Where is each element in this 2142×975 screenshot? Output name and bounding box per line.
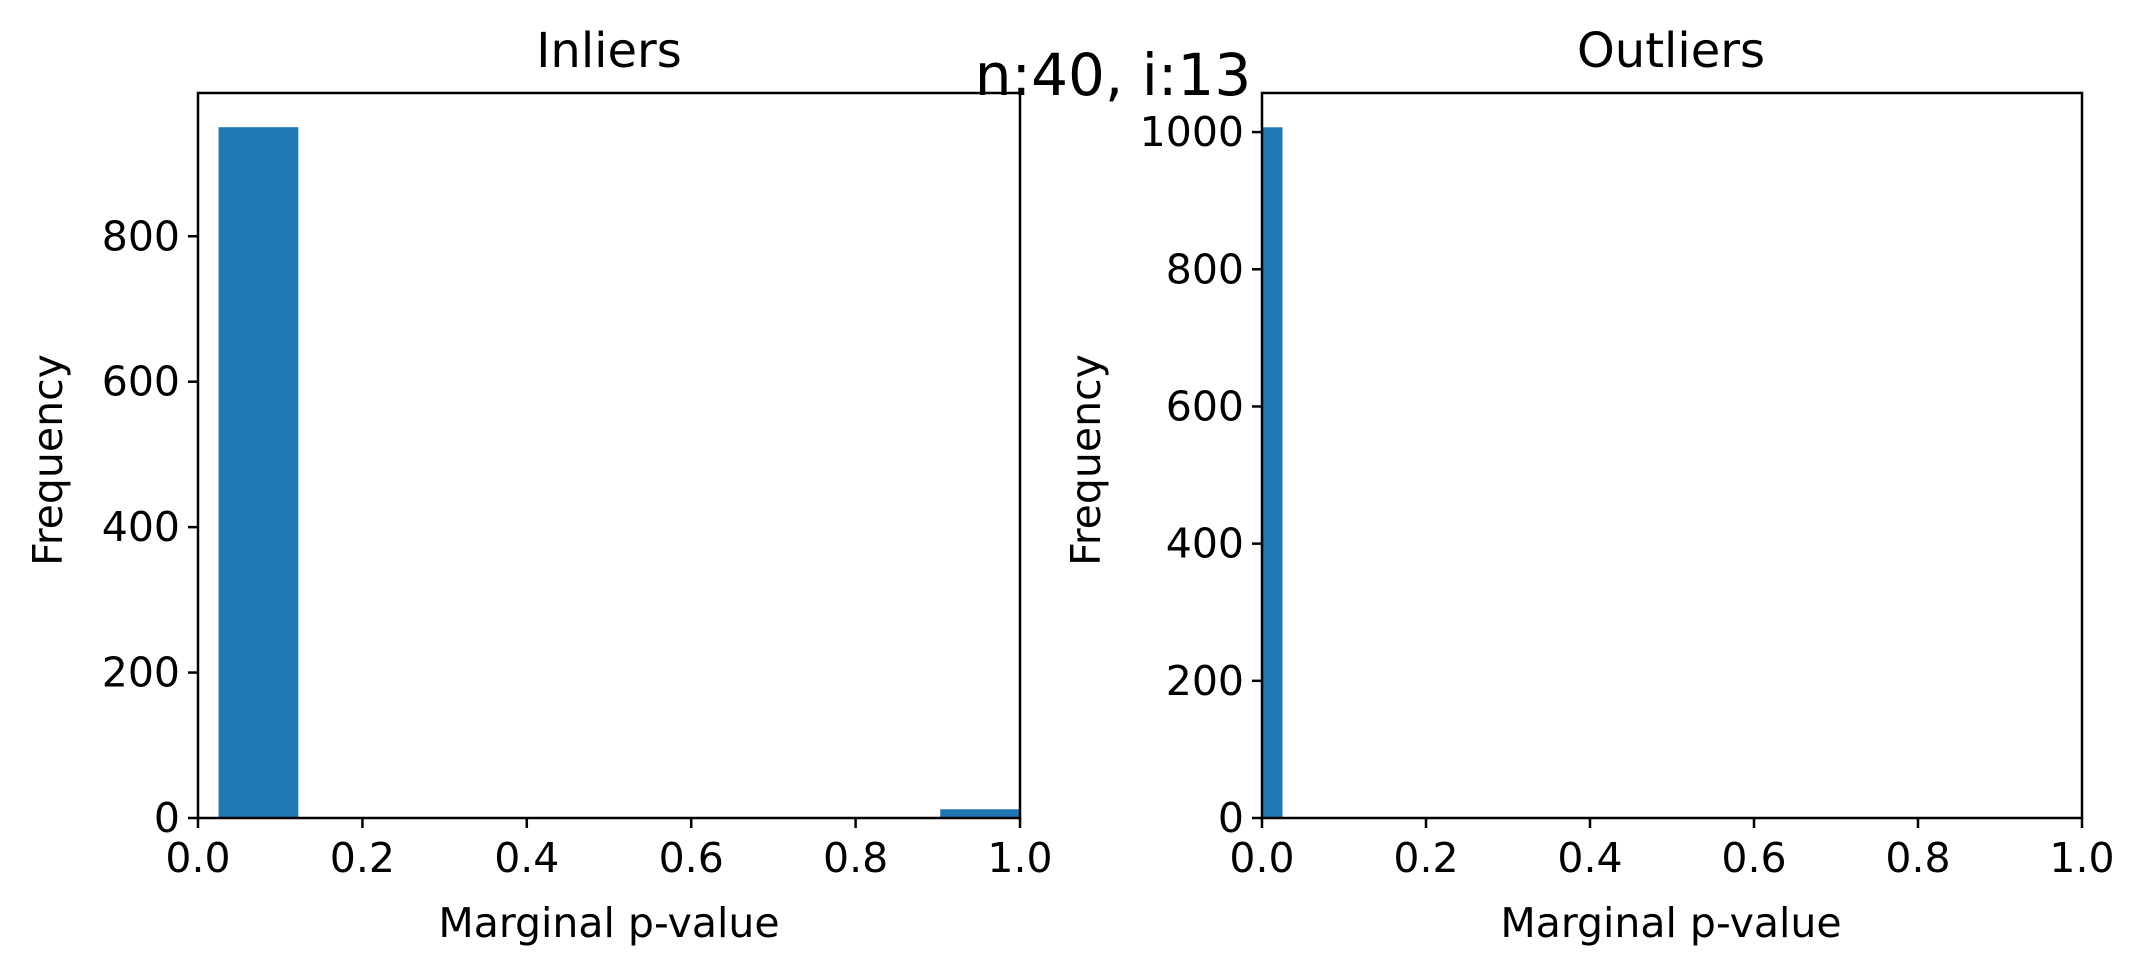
- outliers-bar-0: [1262, 127, 1283, 819]
- outliers-x-tick-label-0: 0.0: [1229, 834, 1294, 882]
- outliers-y-axis-label: Frequency: [1062, 354, 1110, 566]
- outliers-x-tick-label-5: 1.0: [2049, 834, 2114, 882]
- outliers-title: Outliers: [1577, 23, 1765, 79]
- inliers-x-tick-label-1: 0.2: [330, 834, 395, 882]
- outliers-y-tick-label-3: 600: [1166, 382, 1244, 430]
- inliers-x-tick-label-0: 0.0: [165, 834, 230, 882]
- outliers-y-tick-label-0: 0: [1218, 794, 1244, 842]
- inliers-plot-frame: [196, 91, 1022, 820]
- outliers-panel: Outliers 0.0 0.2 0.4 0.6 0.8 1.0 0 200 400 600 80…: [1062, 23, 2115, 947]
- inliers-bar-1: [940, 809, 1020, 818]
- inliers-y-tick-label-2: 400: [102, 503, 180, 551]
- outliers-x-axis-label: Marginal p-value: [1500, 899, 1841, 947]
- figure-suptitle: n:40, i:13: [975, 41, 1251, 109]
- outliers-plot-frame: [1260, 91, 2084, 820]
- outliers-x-tick-label-2: 0.4: [1557, 834, 1622, 882]
- outliers-y-ticks: 0 200 400 600 800 1000: [1140, 108, 1262, 842]
- inliers-x-axis-label: Marginal p-value: [438, 899, 779, 947]
- inliers-y-tick-label-0: 0: [154, 794, 180, 842]
- outliers-bars: [1262, 127, 1283, 819]
- inliers-y-tick-label-3: 600: [102, 358, 180, 406]
- inliers-panel: Inliers 0.0 0.2 0.4 0.6 0.8 1.0 0 200 400 600 800…: [24, 23, 1053, 947]
- inliers-x-tick-label-5: 1.0: [987, 834, 1052, 882]
- outliers-y-tick-label-4: 800: [1166, 245, 1244, 293]
- outliers-x-tick-label-3: 0.6: [1721, 834, 1786, 882]
- inliers-x-ticks: 0.0 0.2 0.4 0.6 0.8 1.0: [165, 818, 1053, 882]
- outliers-y-tick-label-5: 1000: [1140, 108, 1244, 156]
- outliers-y-tick-label-1: 200: [1166, 657, 1244, 705]
- inliers-x-tick-label-2: 0.4: [494, 834, 559, 882]
- inliers-x-tick-label-4: 0.8: [823, 834, 888, 882]
- outliers-x-tick-label-1: 0.2: [1393, 834, 1458, 882]
- inliers-x-tick-label-3: 0.6: [659, 834, 724, 882]
- inliers-title: Inliers: [536, 23, 682, 79]
- outliers-y-tick-label-2: 400: [1166, 520, 1244, 568]
- inliers-y-ticks: 0 200 400 600 800: [102, 212, 198, 842]
- inliers-y-tick-label-1: 200: [102, 649, 180, 697]
- outliers-x-ticks: 0.0 0.2 0.4 0.6 0.8 1.0: [1229, 818, 2115, 882]
- inliers-bar-0: [218, 127, 299, 818]
- outliers-x-tick-label-4: 0.8: [1885, 834, 1950, 882]
- inliers-y-tick-label-4: 800: [102, 212, 180, 260]
- inliers-bars: [218, 127, 1020, 818]
- inliers-y-axis-label: Frequency: [24, 354, 72, 566]
